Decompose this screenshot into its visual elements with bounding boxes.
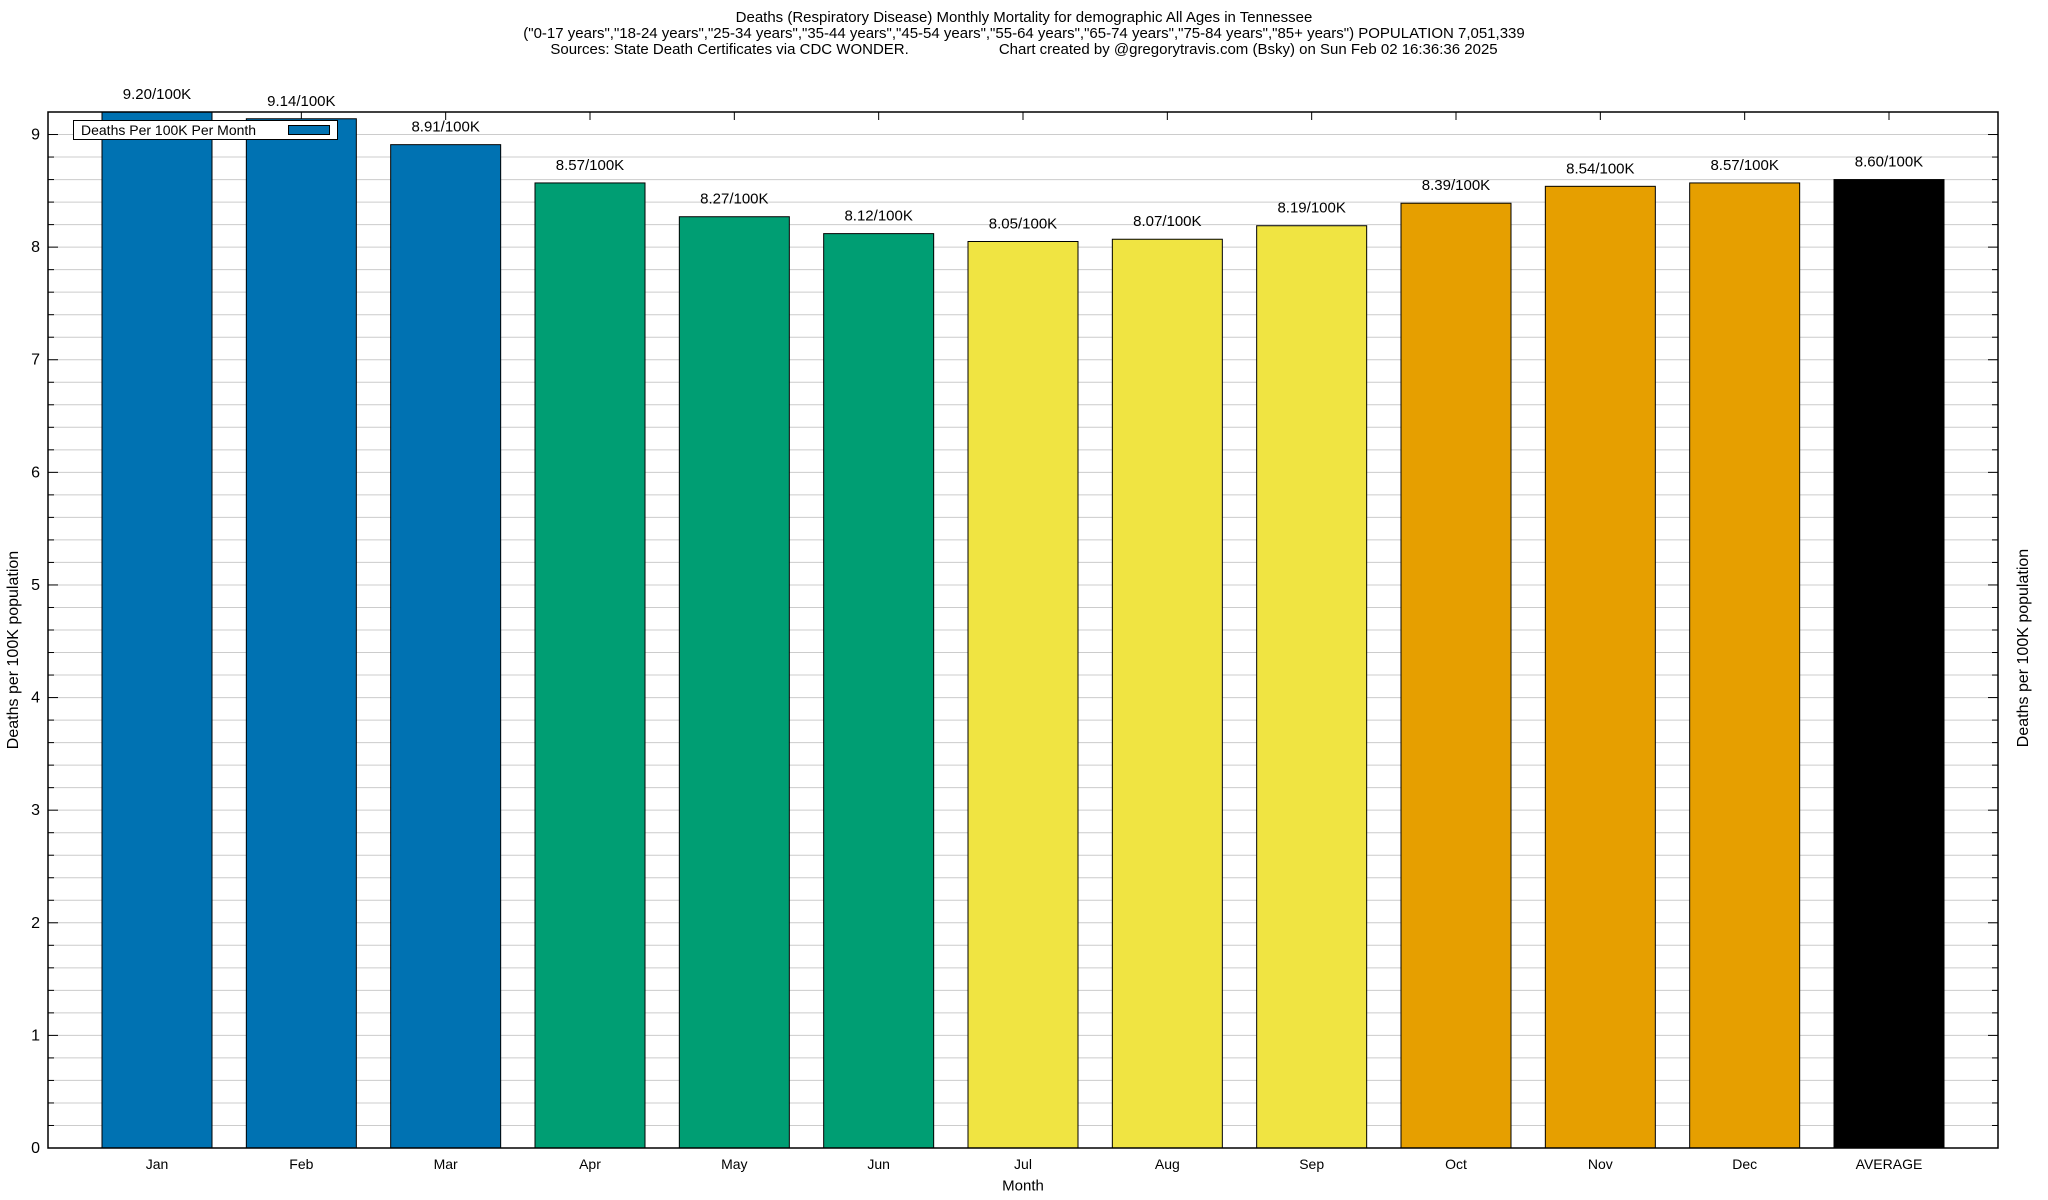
legend-box: Deaths Per 100K Per Month (73, 120, 338, 140)
bar-jul (967, 241, 1079, 1149)
title-block: Deaths (Respiratory Disease) Monthly Mor… (0, 10, 2048, 58)
bar-value-label-apr: 8.57/100K (556, 157, 624, 174)
y-tick-label: 6 (31, 464, 40, 481)
y-tick-label: 7 (31, 352, 40, 369)
x-tick-label-jul: Jul (1014, 1156, 1032, 1172)
x-tick-label-mar: Mar (434, 1156, 458, 1172)
y-tick-label: 2 (31, 915, 40, 932)
y-axis-label-right: Deaths per 100K population (2015, 548, 2032, 748)
x-tick-label-jan: Jan (146, 1156, 169, 1172)
bar-dec (1689, 182, 1801, 1149)
bar-average (1833, 179, 1945, 1149)
x-tick-label-feb: Feb (289, 1156, 313, 1172)
bar-value-label-jan: 9.20/100K (123, 86, 191, 103)
x-tick-label-dec: Dec (1732, 1156, 1757, 1172)
bar-value-label-may: 8.27/100K (700, 191, 768, 208)
bar-feb (245, 118, 357, 1149)
legend-swatch (288, 125, 330, 135)
y-tick-label: 9 (31, 127, 40, 144)
bar-jan (101, 111, 213, 1149)
bar-value-label-nov: 8.54/100K (1566, 160, 1634, 177)
bar-value-label-aug: 8.07/100K (1133, 213, 1201, 230)
bar-may (678, 216, 790, 1149)
bar-value-label-dec: 8.57/100K (1710, 157, 1778, 174)
x-tick-label-apr: Apr (579, 1156, 601, 1172)
bar-jun (823, 233, 935, 1149)
y-tick-label: 3 (31, 802, 40, 819)
bar-oct (1400, 202, 1512, 1149)
x-tick-label-nov: Nov (1588, 1156, 1613, 1172)
y-tick-label: 0 (31, 1140, 40, 1157)
bar-value-label-jul: 8.05/100K (989, 216, 1057, 233)
chart-title: Deaths (Respiratory Disease) Monthly Mor… (735, 9, 1313, 26)
y-tick-label: 1 (31, 1027, 40, 1044)
y-tick-label: 8 (31, 239, 40, 256)
x-tick-label-jun: Jun (867, 1156, 890, 1172)
y-tick-label: 4 (31, 690, 40, 707)
bar-value-label-oct: 8.39/100K (1422, 177, 1490, 194)
bar-aug (1111, 238, 1223, 1149)
plot-border (47, 111, 1999, 1149)
bar-value-label-average: 8.60/100K (1855, 154, 1923, 171)
legend-label: Deaths Per 100K Per Month (81, 122, 257, 138)
bar-mar (390, 144, 502, 1149)
x-tick-label-oct: Oct (1445, 1156, 1467, 1172)
bar-value-label-mar: 8.91/100K (411, 119, 479, 136)
chart-subtitle-sources: Sources: State Death Certificates via CD… (0, 42, 2048, 58)
x-tick-label-sep: Sep (1299, 1156, 1324, 1172)
bar-apr (534, 182, 646, 1149)
bar-value-label-jun: 8.12/100K (844, 208, 912, 225)
y-axis-label-left: Deaths per 100K population (5, 550, 22, 750)
bar-value-label-feb: 9.14/100K (267, 93, 335, 110)
bar-sep (1256, 225, 1368, 1149)
sources-text: Sources: State Death Certificates via CD… (550, 41, 909, 58)
y-tick-label: 5 (31, 577, 40, 594)
credit-text: Chart created by @gregorytravis.com (Bsk… (998, 41, 1498, 58)
x-tick-label-average: AVERAGE (1856, 1156, 1923, 1172)
x-tick-label-may: May (721, 1156, 747, 1172)
x-axis-label: Month (1002, 1177, 1044, 1195)
chart-subtitle-demographics: ("0-17 years","18-24 years","25-34 years… (523, 25, 1525, 42)
x-tick-label-aug: Aug (1155, 1156, 1180, 1172)
bar-nov (1544, 185, 1656, 1149)
bar-value-label-sep: 8.19/100K (1277, 200, 1345, 217)
